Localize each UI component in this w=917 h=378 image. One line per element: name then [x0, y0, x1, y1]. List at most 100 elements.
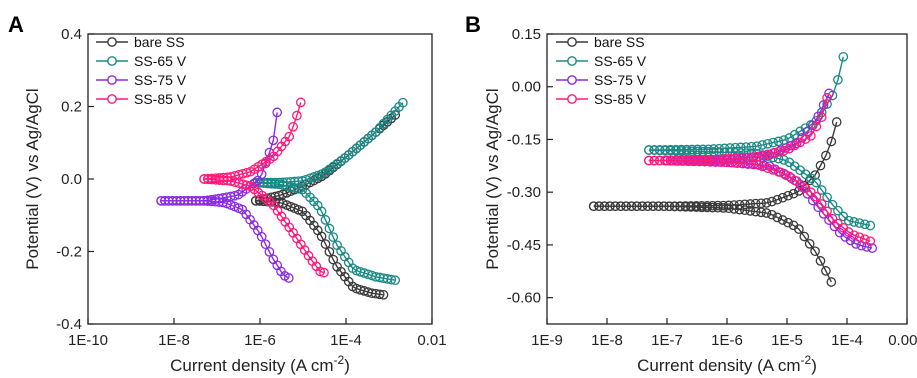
data-point [725, 153, 735, 164]
x-axis-title: Current density (A cm-2) [170, 353, 350, 375]
data-point [826, 277, 837, 287]
data-point [260, 239, 271, 250]
legend: bare SS SS-65 V SS-75 V SS-85 V [96, 34, 187, 107]
data-point [665, 155, 676, 166]
data-point [293, 183, 304, 194]
data-point [810, 246, 820, 257]
x-tick-label: 1E-6 [244, 332, 276, 349]
data-point [815, 160, 826, 171]
data-point [241, 167, 252, 178]
data-point [773, 136, 784, 147]
data-point [795, 137, 805, 148]
data-point [687, 155, 697, 165]
legend-label: SS-65 V [594, 53, 647, 69]
data-point [723, 203, 734, 214]
legend-marker [107, 94, 117, 104]
data-point [718, 200, 729, 211]
data-point [788, 188, 799, 199]
data-point [822, 192, 832, 203]
data-point [746, 141, 757, 152]
data-point [621, 201, 631, 212]
data-point [378, 289, 389, 300]
series-line-1-anodic [648, 56, 844, 151]
data-point [644, 155, 654, 166]
data-point [713, 200, 723, 211]
data-point [194, 195, 205, 206]
data-point [156, 195, 166, 206]
data-point [757, 161, 768, 172]
data-point [746, 158, 757, 169]
data-point [642, 201, 653, 212]
data-point [838, 51, 849, 62]
data-point [283, 273, 294, 283]
x-tick-label: 0.001 [888, 332, 917, 349]
data-point [714, 157, 724, 167]
data-point [676, 144, 687, 155]
data-point [741, 158, 751, 169]
data-point [729, 200, 739, 210]
data-point [723, 200, 734, 211]
legend-marker [567, 94, 577, 104]
data-point [804, 238, 815, 249]
data-point [671, 155, 681, 166]
data-point [199, 174, 209, 184]
data-point [191, 195, 201, 206]
data-point [714, 143, 724, 154]
y-tick-label: -0.45 [507, 237, 541, 254]
data-point [292, 110, 302, 121]
data-point [821, 266, 831, 276]
plot-area [588, 51, 878, 287]
data-point [773, 147, 784, 157]
data-point [772, 212, 783, 223]
data-point [833, 74, 843, 85]
series-line-2-cathodic [161, 200, 290, 279]
data-point [768, 165, 778, 175]
y-tick-label: 0.0 [61, 171, 82, 188]
data-point [319, 267, 329, 278]
data-point [324, 246, 335, 257]
data-point [703, 154, 714, 165]
data-point [637, 201, 648, 212]
y-tick-label: -0.2 [56, 244, 82, 261]
data-point [865, 220, 876, 231]
data-point [179, 195, 190, 206]
x-tick-label: 1E-5 [771, 332, 803, 349]
data-point [821, 150, 831, 161]
y-tick-label: -0.15 [507, 131, 541, 148]
data-point [761, 198, 772, 208]
data-point [849, 230, 859, 241]
data-point [854, 232, 865, 243]
data-point [671, 144, 681, 155]
legend-label: SS-75 V [594, 72, 647, 88]
data-point [660, 144, 670, 155]
y-tick-label: 0.15 [512, 26, 541, 43]
panel-label-b: B [465, 12, 481, 37]
x-tick-label: 1E-4 [831, 332, 863, 349]
data-point [746, 152, 757, 163]
data-point [316, 206, 327, 217]
data-point [734, 199, 745, 210]
y-tick-label: -0.30 [507, 184, 541, 201]
data-point [827, 199, 838, 210]
data-point [686, 201, 696, 211]
data-point [815, 256, 826, 266]
data-point [708, 144, 719, 154]
data-point [610, 201, 621, 212]
data-point [680, 201, 691, 211]
y-tick-label: 0.2 [61, 99, 82, 116]
data-point [398, 97, 408, 108]
data-point [599, 201, 610, 212]
data-point [241, 180, 252, 191]
legend: bare SS SS-65 V SS-75 V SS-85 V [556, 34, 647, 107]
series-line-3-anodic [648, 97, 828, 162]
chart-panel-b: 1E-9 1E-8 1E-7 1E-6 1E-5 1E-4 0.001 0.15 0.00 -0.… [483, 26, 917, 375]
data-point [730, 142, 741, 153]
data-point [741, 142, 751, 152]
legend-label: SS-65 V [134, 53, 187, 69]
data-point [783, 190, 793, 201]
data-point [320, 215, 331, 225]
data-point [328, 254, 339, 265]
data-point [328, 232, 339, 242]
data-point [735, 153, 746, 163]
data-point [703, 144, 714, 155]
